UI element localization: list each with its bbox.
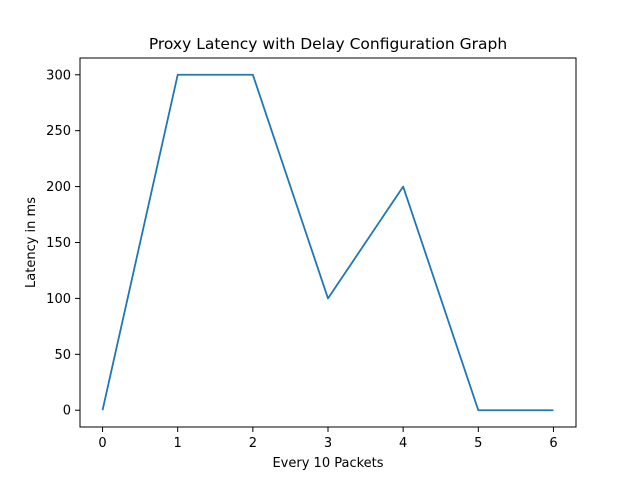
x-axis-label: Every 10 Packets bbox=[272, 456, 383, 471]
x-tick-label: 5 bbox=[474, 436, 482, 451]
x-tick-label: 4 bbox=[399, 436, 407, 451]
x-tick-label: 2 bbox=[249, 436, 257, 451]
x-tick-label: 6 bbox=[549, 436, 557, 451]
y-axis-label: Latency in ms bbox=[24, 197, 39, 288]
x-tick-label: 1 bbox=[174, 436, 182, 451]
y-tick-label: 100 bbox=[46, 292, 71, 307]
chart-title: Proxy Latency with Delay Configuration G… bbox=[149, 35, 507, 53]
y-tick-label: 150 bbox=[46, 236, 71, 251]
x-tick-label: 3 bbox=[324, 436, 332, 451]
y-axis-ticks: 0 50 100 150 200 250 300 bbox=[46, 68, 80, 419]
y-tick-label: 0 bbox=[63, 404, 71, 419]
y-tick-label: 200 bbox=[46, 180, 71, 195]
series-line bbox=[101, 73, 554, 412]
y-tick-label: 50 bbox=[54, 348, 71, 363]
plot-frame bbox=[79, 57, 577, 428]
y-tick-label: 250 bbox=[46, 124, 71, 139]
x-axis-ticks: 0 1 2 3 4 5 6 bbox=[98, 427, 558, 451]
y-tick-label: 300 bbox=[46, 68, 71, 83]
x-tick-label: 0 bbox=[98, 436, 106, 451]
